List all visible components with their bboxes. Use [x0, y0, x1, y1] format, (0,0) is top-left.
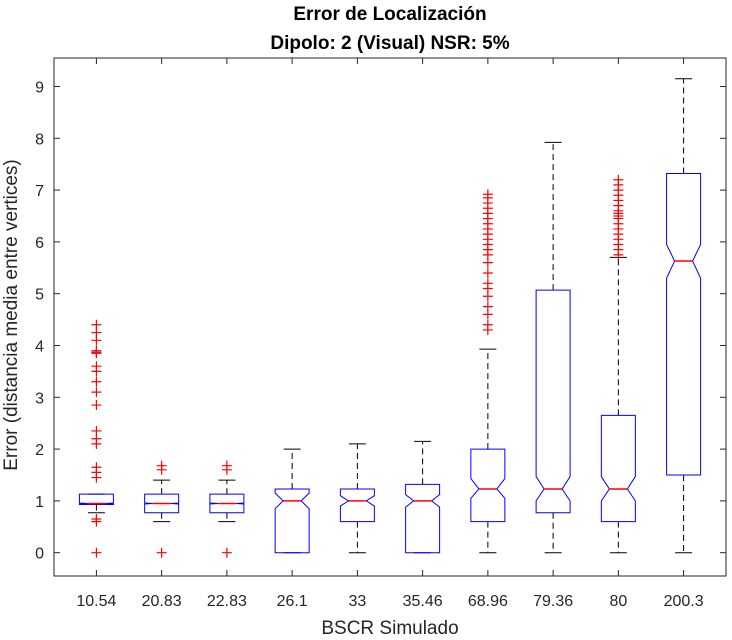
box-22.83 — [209, 493, 245, 514]
x-tick-label: 26.1 — [277, 593, 308, 610]
box-20.83 — [144, 493, 180, 514]
outlier-point — [91, 547, 102, 558]
outlier-point — [91, 376, 102, 387]
y-axis-label: Error (distancia media entre vertices) — [1, 159, 22, 471]
box-68.96 — [470, 448, 506, 523]
y-tick-label: 3 — [35, 390, 44, 407]
x-tick-label: 33 — [348, 593, 366, 610]
y-tick-label: 2 — [35, 442, 44, 459]
x-tick-label: 10.54 — [76, 593, 116, 610]
plot-frame — [53, 57, 727, 577]
y-tick-label: 5 — [35, 287, 44, 304]
box-35.46 — [405, 483, 441, 554]
box-80 — [600, 414, 636, 523]
y-tick-label: 7 — [35, 183, 44, 200]
x-tick-label: 20.83 — [142, 593, 182, 610]
x-tick-label: 200.3 — [664, 593, 704, 610]
outlier-point — [91, 462, 102, 473]
outlier-point — [91, 319, 102, 330]
box-33 — [339, 488, 375, 523]
outlier-point — [91, 400, 102, 411]
plot-area: 0 1 2 3 4 5 6 7 8 9 10.54 20.83 22.83 26.1 33 35.46 68.9… — [35, 57, 727, 610]
chart-subtitle: Dipolo: 2 (Visual) NSR: 5% — [270, 33, 509, 54]
outlier-point — [221, 460, 232, 471]
outlier-point — [91, 425, 102, 436]
y-tick-label: 8 — [35, 131, 44, 148]
outlier-point — [482, 301, 493, 312]
outlier-point — [91, 345, 102, 356]
outlier-point — [482, 189, 493, 200]
outlier-point — [91, 387, 102, 398]
outlier-point — [482, 267, 493, 278]
x-tick-label: 22.83 — [207, 593, 247, 610]
box-200.3 — [666, 173, 702, 476]
chart-title: Error de Localización — [293, 4, 486, 25]
outlier-point — [156, 547, 167, 558]
y-tick-label: 4 — [35, 338, 44, 355]
box-26.1 — [274, 488, 310, 554]
x-axis-label: BSCR Simulado — [321, 618, 458, 639]
outlier-point — [613, 174, 624, 185]
x-tick-label: 80 — [609, 593, 627, 610]
box-10.54 — [78, 493, 114, 506]
outlier-point — [91, 361, 102, 372]
x-tick-label: 35.46 — [403, 593, 443, 610]
box-79.36 — [535, 289, 571, 514]
x-tick-label: 79.36 — [533, 593, 573, 610]
outlier-point — [221, 547, 232, 558]
outlier-point — [91, 514, 102, 525]
y-tick-label: 6 — [35, 235, 44, 252]
y-tick-label: 0 — [35, 546, 44, 563]
y-tick-label: 9 — [35, 79, 44, 96]
outlier-point — [156, 460, 167, 471]
outlier-point — [482, 319, 493, 330]
y-tick-label: 1 — [35, 494, 44, 511]
outlier-point — [482, 278, 493, 289]
x-tick-label: 68.96 — [468, 593, 508, 610]
